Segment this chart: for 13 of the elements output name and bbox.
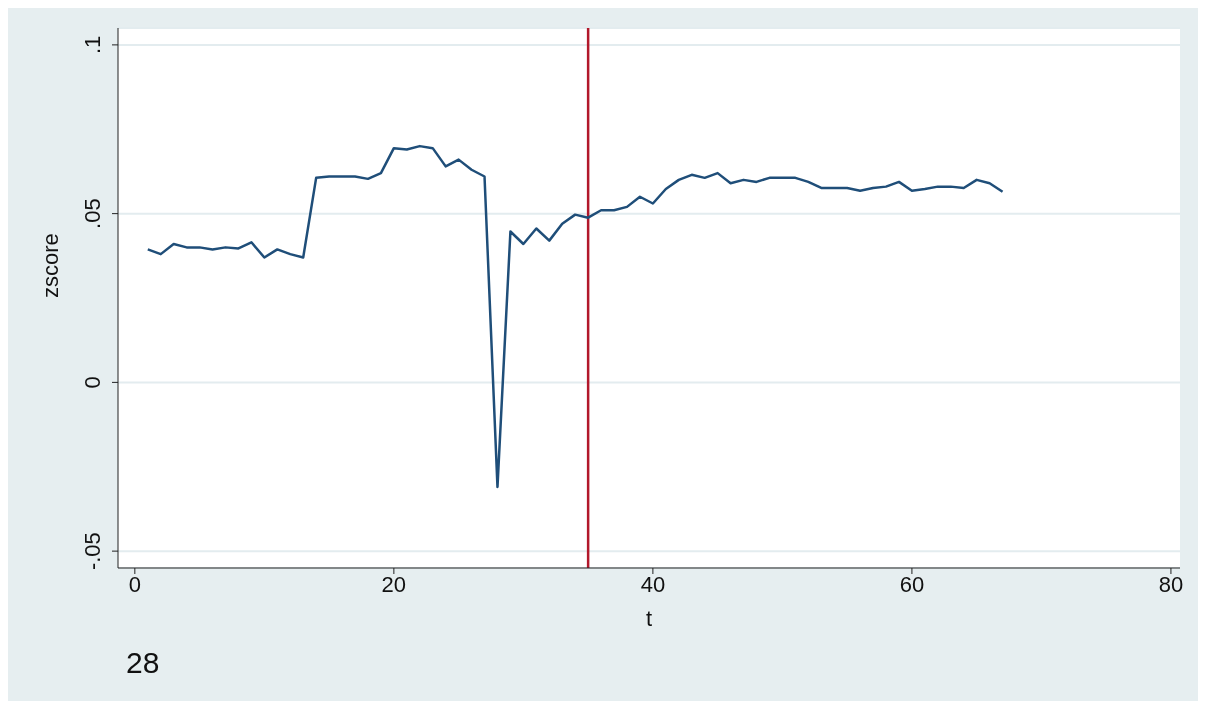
x-tick-label: 20 [381,571,407,597]
y-tick-label: .05 [80,198,105,229]
y-tick-label: 0 [80,376,105,389]
text: 28 [126,646,160,680]
y-axis-title: zscore [37,233,63,298]
y-tick-label: -.05 [80,532,105,571]
line-series [146,144,1004,489]
x-axis-title: t [645,606,653,631]
x-tick-label: 40 [640,571,666,597]
x-tick-label: 80 [1158,571,1184,597]
x-tick-label: 60 [899,571,925,597]
x-tick-label: 0 [128,571,141,597]
y-tick-label: .1 [80,35,105,55]
